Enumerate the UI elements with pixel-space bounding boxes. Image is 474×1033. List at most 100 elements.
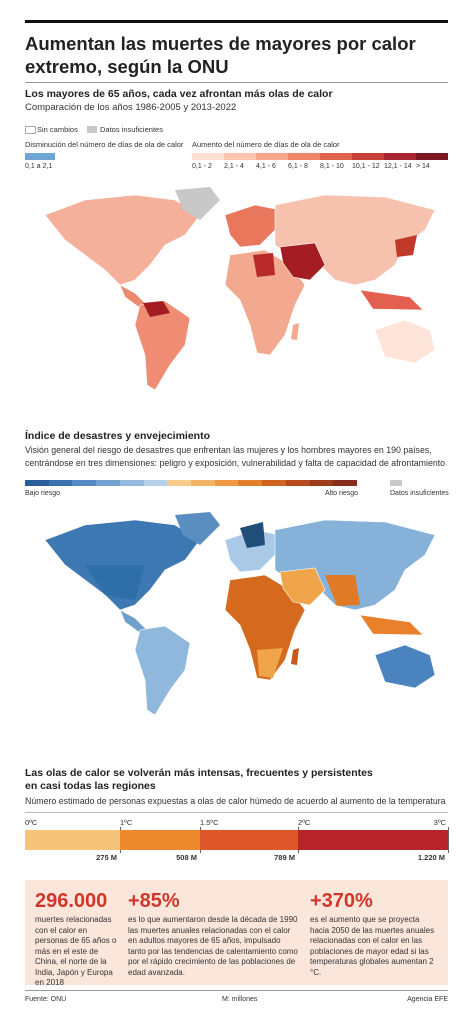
title: Aumentan las muertes de mayores por calo… xyxy=(25,32,448,78)
risk-swatch xyxy=(72,480,97,486)
legend-swatch xyxy=(416,153,448,160)
madagascar xyxy=(291,323,299,340)
venezuela xyxy=(143,301,170,317)
rule xyxy=(25,812,448,813)
legend-label: Alto riesgo xyxy=(325,490,359,497)
risk-map xyxy=(44,512,436,716)
east-asia xyxy=(395,235,417,257)
segment xyxy=(120,830,200,850)
legend-label: Datos insuficientes xyxy=(390,490,449,497)
section-subtitle: Comparación de los años 1986-2005 y 2013… xyxy=(25,102,237,113)
legend-swatch xyxy=(384,153,416,160)
stat-value: 296.000 xyxy=(35,890,108,912)
stat-value: +85% xyxy=(128,890,180,912)
stat-value: +370% xyxy=(310,890,373,912)
south-america xyxy=(134,625,191,716)
libya-egypt xyxy=(253,253,275,277)
southeast-asia xyxy=(359,289,424,311)
stat-text: es el aumento que se proyecta hacia 2050… xyxy=(310,915,435,977)
temp-label: 1ºC xyxy=(120,818,133,827)
title-line: Aumentan las muertes de mayores por calo… xyxy=(25,33,416,54)
section-subtitle: Número estimado de personas expuestas a … xyxy=(25,796,446,806)
projection-bar: 0ºC 1ºC 1.5ºC 2ºC 3ºC 275 M 508 M 789 M 1.220 M xyxy=(25,815,449,865)
legend-label: 0,1 - 2 xyxy=(192,163,212,170)
southern-africa xyxy=(257,648,283,678)
risk-swatch xyxy=(309,480,334,486)
stats: 296.000 muertes relacionadas con el calor… xyxy=(25,880,448,987)
legend-swatch xyxy=(25,153,55,160)
usa xyxy=(85,565,145,600)
title-line: en casi todas las regiones xyxy=(25,780,156,792)
risk-swatch xyxy=(191,480,216,486)
risk-swatch xyxy=(238,480,263,486)
legend-label: 0,1 a 2,1 xyxy=(25,163,53,170)
risk-swatch xyxy=(262,480,287,486)
agency: Agencia EFE xyxy=(407,996,448,1003)
heat-map xyxy=(44,187,436,391)
legend-labels: 0,1 - 2 2,1 - 4 4,1 - 6 6,1 - 8 8,1 - 10 10,1… xyxy=(192,163,448,173)
section-title: Índice de desastres y envejecimiento xyxy=(25,430,211,442)
greenland xyxy=(175,512,220,545)
legend-label: 6,1 - 8 xyxy=(288,163,308,170)
legend-label: Datos insuficientes xyxy=(100,125,163,134)
legend-swatch xyxy=(192,153,224,160)
legend-swatch xyxy=(352,153,384,160)
europe xyxy=(224,204,281,248)
southeast-asia xyxy=(359,614,424,636)
middle-east xyxy=(279,567,326,606)
legend-label: 10,1 - 12 xyxy=(352,163,380,170)
legend-swatch xyxy=(320,153,352,160)
section-description: Visión general del riesgo de desastres q… xyxy=(25,444,455,470)
scandinavia xyxy=(240,522,265,548)
people-label: 1.220 M xyxy=(417,853,445,862)
legend-swatch xyxy=(256,153,288,160)
risk-scale xyxy=(25,480,358,486)
temp-label: 0ºC xyxy=(25,818,38,827)
people-label: 789 M xyxy=(274,853,295,862)
australia xyxy=(374,644,436,689)
madagascar xyxy=(291,648,299,665)
risk-swatch xyxy=(119,480,145,486)
risk-swatch xyxy=(48,480,73,486)
title-line: Las olas de calor se volverán más intens… xyxy=(25,767,373,779)
rule xyxy=(25,82,448,83)
people-label: 275 M xyxy=(96,853,117,862)
risk-swatch xyxy=(214,480,239,486)
legend-label: 4,1 - 6 xyxy=(256,163,276,170)
risk-swatch xyxy=(25,480,50,486)
south-asia xyxy=(325,575,360,606)
stat-text: muertes relacionadas con el calor en per… xyxy=(35,915,117,987)
legend-label: 8,1 - 10 xyxy=(320,163,344,170)
risk-swatch xyxy=(96,480,121,486)
risk-swatch xyxy=(143,480,168,486)
legend-label: Sin cambios xyxy=(37,125,78,134)
title-line: extremo, según la ONU xyxy=(25,56,229,77)
legend-swatch xyxy=(224,153,256,160)
segment xyxy=(25,830,120,850)
segment xyxy=(298,830,448,850)
top-rule xyxy=(25,20,448,23)
middle-east xyxy=(279,242,326,281)
section-title: Las olas de calor se volverán más intens… xyxy=(25,767,445,793)
temp-label: 1.5ºC xyxy=(200,818,219,827)
people-label: 508 M xyxy=(176,853,197,862)
tick xyxy=(448,827,449,853)
risk-swatch xyxy=(167,480,192,486)
source: Fuente: ONU xyxy=(25,996,67,1003)
legend-swatch xyxy=(288,153,320,160)
rule xyxy=(25,990,448,991)
greenland xyxy=(175,187,220,220)
section-title: Los mayores de 65 años, cada vez afronta… xyxy=(25,88,333,100)
legend-label: Disminución del número de días de ola de… xyxy=(25,140,184,149)
australia xyxy=(374,319,436,364)
north-america xyxy=(44,194,201,286)
note: M: millones xyxy=(222,996,258,1003)
legend-scale xyxy=(192,153,448,160)
legend-label: Aumento del número de días de ola de cal… xyxy=(192,140,340,149)
legend-swatch xyxy=(390,480,402,486)
stat-text: es lo que aumentaron desde la década de … xyxy=(128,915,298,977)
risk-swatch xyxy=(285,480,311,486)
stats-box xyxy=(25,880,448,985)
legend-swatch xyxy=(25,126,36,134)
